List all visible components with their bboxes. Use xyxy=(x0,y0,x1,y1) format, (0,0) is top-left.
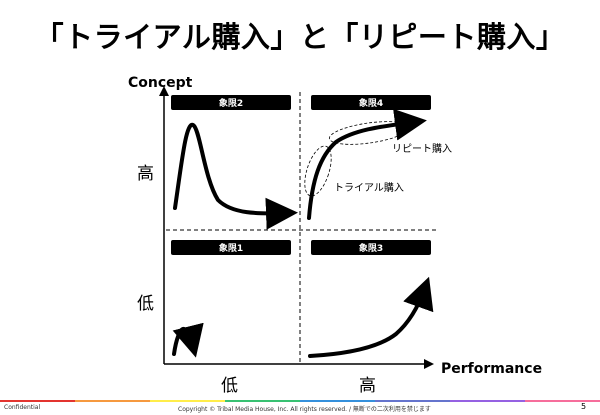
footer-color-band xyxy=(0,400,600,402)
x-axis-high-label: 高 xyxy=(359,376,376,396)
quadrant-1-curve xyxy=(172,322,204,358)
color-band-segment xyxy=(75,400,150,402)
quadrant-1-label: 象限1 xyxy=(219,242,243,254)
trial-purchase-highlight xyxy=(304,145,332,197)
color-band-segment xyxy=(300,400,375,402)
quadrant-1-header xyxy=(171,240,291,255)
trial-purchase-label: トライアル購入 xyxy=(334,181,404,194)
quadrant-3-label: 象限3 xyxy=(359,242,383,254)
page-number: 5 xyxy=(581,402,587,411)
quadrant-4-label: 象限4 xyxy=(359,97,383,109)
x-axis-low-label: 低 xyxy=(221,376,238,396)
color-band-segment xyxy=(150,400,225,402)
slide-title: 「トライアル購入」と「リピート購入」 xyxy=(34,20,566,54)
x-axis-label: Performance xyxy=(441,361,542,377)
color-band-segment xyxy=(225,400,300,402)
repeat-purchase-label: リピート購入 xyxy=(392,142,452,155)
repeat-purchase-highlight xyxy=(328,121,410,145)
color-band-segment xyxy=(375,400,450,402)
quadrant-4-header xyxy=(311,95,431,110)
quadrant-3-header xyxy=(311,240,431,255)
color-band-segment xyxy=(450,400,525,402)
y-axis-high-label: 高 xyxy=(137,164,154,184)
quadrant-3-curve xyxy=(308,276,434,358)
footer-confidential: Confidential xyxy=(4,404,41,411)
color-band-segment xyxy=(0,400,75,402)
color-band-segment xyxy=(525,400,600,402)
y-axis-label: Concept xyxy=(128,75,193,91)
quadrant-4-curve xyxy=(307,108,427,220)
quadrant-2-curve xyxy=(173,123,298,230)
quadrant-2-header xyxy=(171,95,291,110)
quadrant-2-label: 象限2 xyxy=(219,97,243,109)
footer-copyright: Copyright © Tribal Media House, Inc. All… xyxy=(178,406,431,413)
y-axis-low-label: 低 xyxy=(137,294,154,314)
